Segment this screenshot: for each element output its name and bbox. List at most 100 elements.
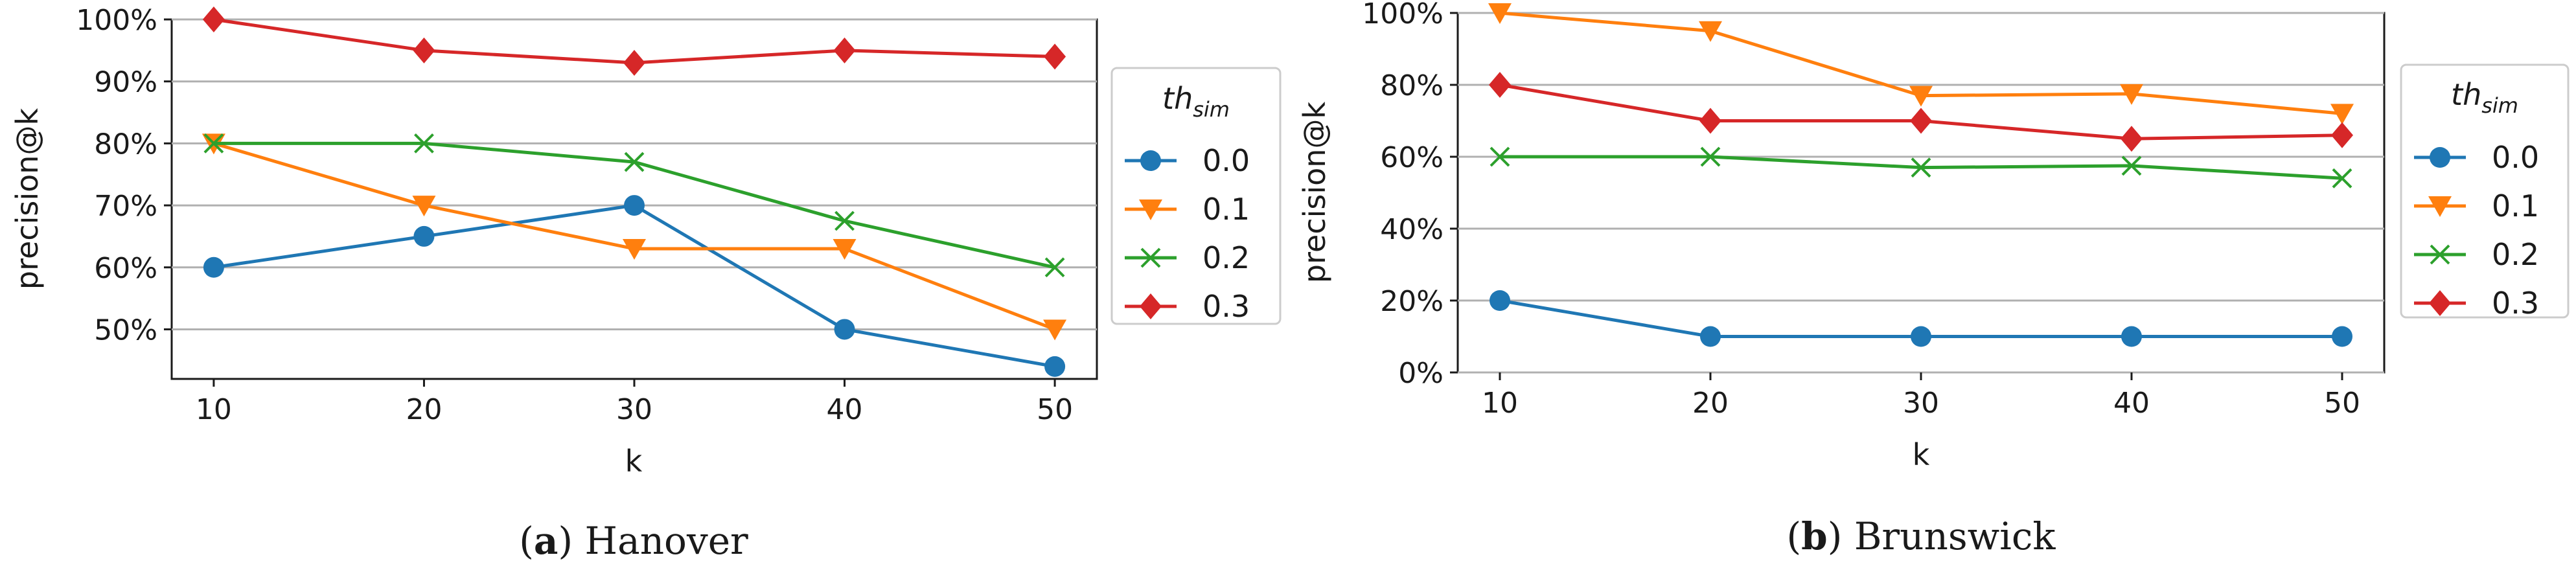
legend-title-sub: sim bbox=[1193, 97, 1230, 122]
series-0.3 bbox=[1489, 72, 2353, 152]
data-point bbox=[624, 195, 645, 216]
y-tick-label: 0% bbox=[1398, 357, 1443, 390]
legend-item: 0.0 bbox=[1125, 143, 1250, 178]
data-point-shape bbox=[2121, 326, 2142, 347]
legend-item: 0.3 bbox=[2414, 286, 2539, 321]
data-point bbox=[833, 37, 856, 63]
legend-title-main: th bbox=[2451, 77, 2481, 112]
legend-marker-shape bbox=[2429, 290, 2451, 316]
data-point-shape bbox=[1911, 157, 1931, 178]
data-point-shape bbox=[1489, 290, 1510, 311]
legend-item: 0.3 bbox=[1125, 289, 1250, 324]
y-axis-label: precision@k bbox=[1297, 102, 1332, 284]
legend-title: thsim bbox=[2451, 77, 2518, 118]
data-point-shape bbox=[1044, 356, 1066, 377]
x-tick-label: 20 bbox=[1692, 387, 1729, 420]
data-point bbox=[624, 152, 645, 172]
legend-marker bbox=[1139, 199, 1162, 220]
legend-marker bbox=[2430, 244, 2450, 265]
series-0.1 bbox=[201, 133, 1067, 341]
data-point-shape bbox=[414, 133, 434, 154]
legend-marker-shape bbox=[1140, 247, 1161, 268]
y-tick-label: 80% bbox=[94, 128, 157, 161]
data-point bbox=[1044, 356, 1066, 377]
series-0.1 bbox=[1488, 3, 2354, 125]
data-point-shape bbox=[2121, 126, 2143, 152]
series-0.0 bbox=[203, 195, 1066, 377]
x-tick-label: 40 bbox=[827, 393, 863, 426]
data-point bbox=[413, 37, 435, 63]
legend-marker-shape bbox=[1140, 150, 1161, 171]
data-point-shape bbox=[2332, 168, 2352, 188]
series-0.0 bbox=[1489, 290, 2352, 347]
caption-open-paren: ( bbox=[519, 519, 534, 563]
data-point-shape bbox=[413, 37, 435, 63]
data-point bbox=[203, 256, 224, 278]
caption-letter: a bbox=[534, 519, 558, 563]
legend-item: 0.1 bbox=[2414, 188, 2539, 223]
y-tick-label: 70% bbox=[94, 190, 157, 223]
y-axis-label: precision@k bbox=[10, 108, 45, 290]
data-point-shape bbox=[623, 49, 645, 76]
data-point-shape bbox=[2332, 326, 2352, 347]
y-axis-ticks: 50% 60% 70% 80% 90% 100% bbox=[76, 4, 172, 347]
legend-label: 0.2 bbox=[2492, 237, 2539, 272]
data-point-shape bbox=[834, 319, 855, 340]
data-point bbox=[623, 49, 645, 76]
data-point bbox=[2121, 126, 2143, 152]
data-point-shape bbox=[1489, 146, 1510, 167]
data-point bbox=[2121, 155, 2142, 176]
data-point-shape bbox=[1044, 257, 1065, 278]
data-point bbox=[1911, 157, 1931, 178]
data-point-shape bbox=[624, 195, 645, 216]
data-point bbox=[833, 239, 857, 260]
data-point bbox=[1909, 85, 1933, 107]
data-point-shape bbox=[1910, 108, 1932, 134]
caption-open-paren: ( bbox=[1787, 514, 1802, 558]
legend-marker bbox=[2429, 290, 2451, 316]
panel-b: 0% 20% 40% 60% 80% 100% 10 20 30 40 50 precision@… bbox=[1297, 0, 2570, 558]
y-tick-label: 100% bbox=[1362, 0, 1443, 30]
data-point bbox=[834, 211, 855, 231]
caption-name: Hanover bbox=[585, 519, 749, 563]
caption: (a) Hanover bbox=[519, 519, 748, 563]
data-point-shape bbox=[2121, 155, 2142, 176]
legend-items: 0.0 0.1 0.2 0.3 bbox=[2414, 140, 2539, 321]
data-point-shape bbox=[203, 133, 224, 154]
legend-label: 0.3 bbox=[1202, 289, 1250, 324]
data-point-shape bbox=[1043, 319, 1067, 341]
legend-label: 0.1 bbox=[2492, 188, 2539, 223]
data-point-shape bbox=[1488, 3, 1512, 24]
data-point bbox=[413, 225, 435, 247]
series-layer bbox=[201, 6, 1067, 377]
legend-title-main: th bbox=[1162, 81, 1193, 116]
x-axis-ticks: 10 20 30 40 50 bbox=[196, 379, 1073, 426]
data-point bbox=[1044, 257, 1065, 278]
series-0.3 bbox=[202, 6, 1066, 76]
x-tick-label: 10 bbox=[1482, 387, 1518, 420]
data-point-shape bbox=[413, 225, 435, 247]
data-point bbox=[2332, 168, 2352, 188]
x-tick-label: 40 bbox=[2113, 387, 2150, 420]
legend-title-sub: sim bbox=[2481, 93, 2518, 118]
legend-item: 0.2 bbox=[1125, 240, 1250, 275]
x-axis-ticks: 10 20 30 40 50 bbox=[1482, 372, 2360, 420]
data-point bbox=[2331, 122, 2353, 148]
data-point-shape bbox=[1489, 72, 1511, 98]
legend-marker-shape bbox=[2430, 147, 2450, 168]
data-point-shape bbox=[2330, 104, 2354, 125]
series-0.2 bbox=[203, 133, 1065, 278]
x-axis-label: k bbox=[625, 444, 643, 479]
x-tick-label: 30 bbox=[1903, 387, 1939, 420]
legend-marker-shape bbox=[2430, 244, 2450, 265]
data-point bbox=[1489, 72, 1511, 98]
series-line bbox=[213, 203, 1055, 369]
x-tick-label: 50 bbox=[1037, 393, 1073, 426]
legend-item: 0.0 bbox=[2414, 140, 2539, 175]
legend-marker-shape bbox=[2428, 196, 2452, 217]
legend-marker-shape bbox=[1140, 293, 1162, 319]
data-point-shape bbox=[203, 256, 224, 278]
data-point bbox=[834, 319, 855, 340]
y-tick-label: 100% bbox=[76, 4, 157, 37]
